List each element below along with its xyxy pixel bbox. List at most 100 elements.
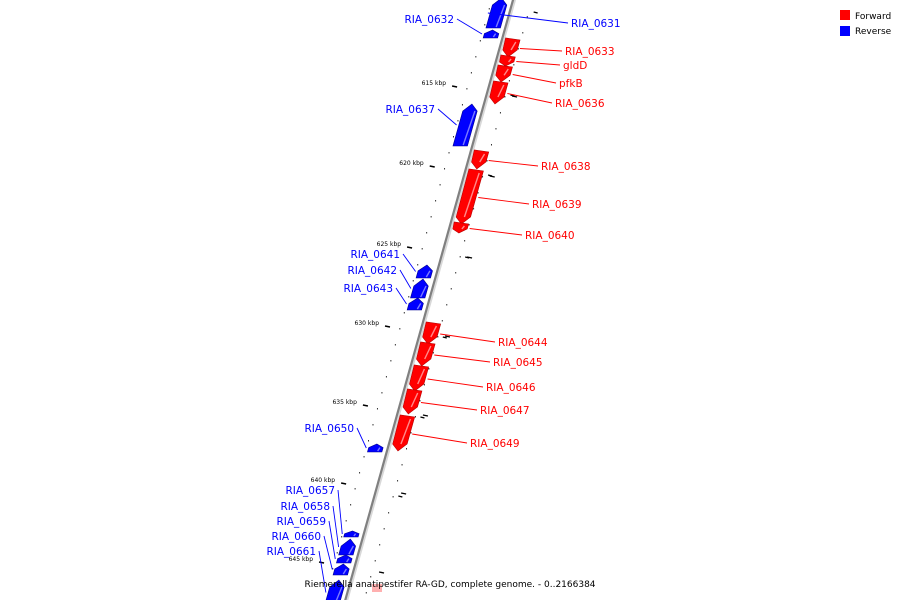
gene-label[interactable]: RIA_0657	[285, 485, 335, 497]
gene-leader-line	[440, 333, 496, 343]
backbone-layer	[344, 0, 517, 600]
gene-ria_0643[interactable]	[406, 297, 424, 311]
gene-ria_0644[interactable]	[422, 321, 442, 345]
gene-ria_0660[interactable]	[332, 563, 350, 576]
gene-ria_0658[interactable]	[338, 538, 356, 556]
gene-gldd[interactable]	[499, 54, 516, 67]
gene-pfkb[interactable]	[495, 64, 513, 83]
gene-label[interactable]: RIA_0636	[555, 98, 605, 110]
tick-mark	[464, 256, 470, 259]
gene-highlight	[346, 558, 350, 563]
gene-ria_0642[interactable]	[410, 278, 429, 299]
gene-ria_0636[interactable]	[489, 80, 509, 105]
gene-ria_0659[interactable]	[336, 554, 353, 564]
gene-arrow[interactable]	[452, 221, 469, 234]
guide-dot	[414, 416, 416, 418]
gene-label[interactable]: RIA_0660	[271, 531, 321, 543]
tick-label: 630 kbp	[355, 320, 380, 327]
guide-dot	[459, 256, 461, 258]
tick-mark	[400, 492, 407, 495]
gene-leader-line	[434, 354, 491, 363]
gene-leader-line	[507, 93, 553, 104]
guide-dot	[388, 512, 390, 514]
gene-ria_0640[interactable]	[452, 221, 469, 234]
guide-dot	[385, 376, 387, 378]
gene-label[interactable]: RIA_0647	[480, 405, 530, 417]
gene-label[interactable]: RIA_0645	[493, 357, 543, 369]
gene-ria_0645[interactable]	[416, 341, 436, 367]
gene-ria_0650[interactable]	[367, 443, 384, 453]
gene-ria_0632[interactable]	[482, 29, 500, 39]
gene-leader-line	[356, 427, 367, 449]
gene-ria_0646[interactable]	[409, 364, 430, 392]
guide-dot	[446, 304, 448, 306]
gene-ria_0638[interactable]	[471, 149, 490, 170]
gene-label[interactable]: RIA_0633	[565, 46, 615, 58]
gene-label[interactable]: RIA_0646	[486, 382, 536, 394]
gene-ria_0633[interactable]	[502, 37, 521, 58]
gene-highlight	[410, 392, 419, 408]
tick-mark	[406, 246, 413, 249]
gene-arrow[interactable]	[336, 554, 353, 564]
gene-label[interactable]: RIA_0644	[498, 337, 548, 349]
gene-label[interactable]: gldD	[563, 60, 587, 72]
guide-dot	[455, 272, 457, 274]
genome-backbone	[344, 0, 515, 600]
gene-arrow[interactable]	[422, 321, 442, 345]
gene-arrow[interactable]	[325, 579, 345, 600]
gene-arrow[interactable]	[410, 278, 429, 299]
gene-ria_0657[interactable]	[343, 530, 360, 538]
genome-caption: Riemerella anatipestifer RA-GD, complete…	[304, 580, 595, 590]
gene-arrow[interactable]	[482, 29, 500, 39]
gene-highlight	[377, 447, 381, 452]
guide-dot	[350, 504, 352, 506]
gene-highlight	[461, 225, 465, 230]
gene-arrow[interactable]	[502, 37, 521, 58]
tick-mark	[533, 11, 538, 14]
gene-label[interactable]: RIA_0638	[541, 161, 591, 173]
gene-label[interactable]: RIA_0640	[525, 230, 575, 242]
tick-mark	[510, 94, 515, 97]
gene-label[interactable]: RIA_0637	[385, 104, 435, 116]
gene-label[interactable]: RIA_0658	[280, 501, 330, 513]
gene-ria_0647[interactable]	[402, 388, 423, 415]
gene-label[interactable]: RIA_0639	[532, 199, 582, 211]
guide-dot	[417, 264, 419, 266]
guide-dot	[482, 176, 484, 178]
gene-ria_0649[interactable]	[392, 414, 416, 452]
tick-label: 635 kbp	[332, 399, 357, 406]
backbone-shadow	[345, 0, 517, 600]
gene-label[interactable]: RIA_0649	[470, 438, 520, 450]
gene-label[interactable]: RIA_0661	[266, 546, 316, 558]
gene-label[interactable]: pfkB	[559, 78, 583, 90]
guide-dot	[522, 32, 524, 34]
tick-mark	[384, 325, 391, 328]
tick-mark	[378, 571, 385, 574]
gene-ria_0661[interactable]	[325, 579, 345, 600]
gene-highlight	[420, 285, 427, 298]
guide-dot	[477, 192, 479, 194]
guide-dot	[397, 480, 399, 482]
gene-arrow[interactable]	[367, 443, 384, 453]
gene-arrow[interactable]	[343, 530, 360, 538]
gene-label[interactable]: RIA_0631	[571, 18, 621, 30]
guide-dot	[452, 136, 454, 138]
gene-label[interactable]: RIA_0642	[347, 265, 397, 277]
gene-ria_0637[interactable]	[452, 103, 478, 147]
gene-highlight	[492, 33, 497, 38]
gene-arrow[interactable]	[499, 54, 516, 67]
tick-mark	[422, 414, 429, 417]
gene-ria_0639[interactable]	[455, 168, 484, 225]
gene-leader-line	[437, 108, 457, 126]
gene-arrow[interactable]	[495, 64, 513, 83]
gene-arrow[interactable]	[452, 103, 478, 147]
gene-label[interactable]: RIA_0650	[304, 423, 354, 435]
gene-label[interactable]: RIA_0659	[276, 516, 326, 528]
gene-label[interactable]: RIA_0632	[404, 14, 454, 26]
gene-label[interactable]: RIA_0641	[350, 249, 400, 261]
guide-dot	[336, 552, 338, 554]
gene-label[interactable]: RIA_0643	[343, 283, 393, 295]
gene-ria_0641[interactable]	[415, 264, 433, 279]
gene-arrow[interactable]	[471, 149, 490, 170]
guide-dot	[372, 424, 374, 426]
